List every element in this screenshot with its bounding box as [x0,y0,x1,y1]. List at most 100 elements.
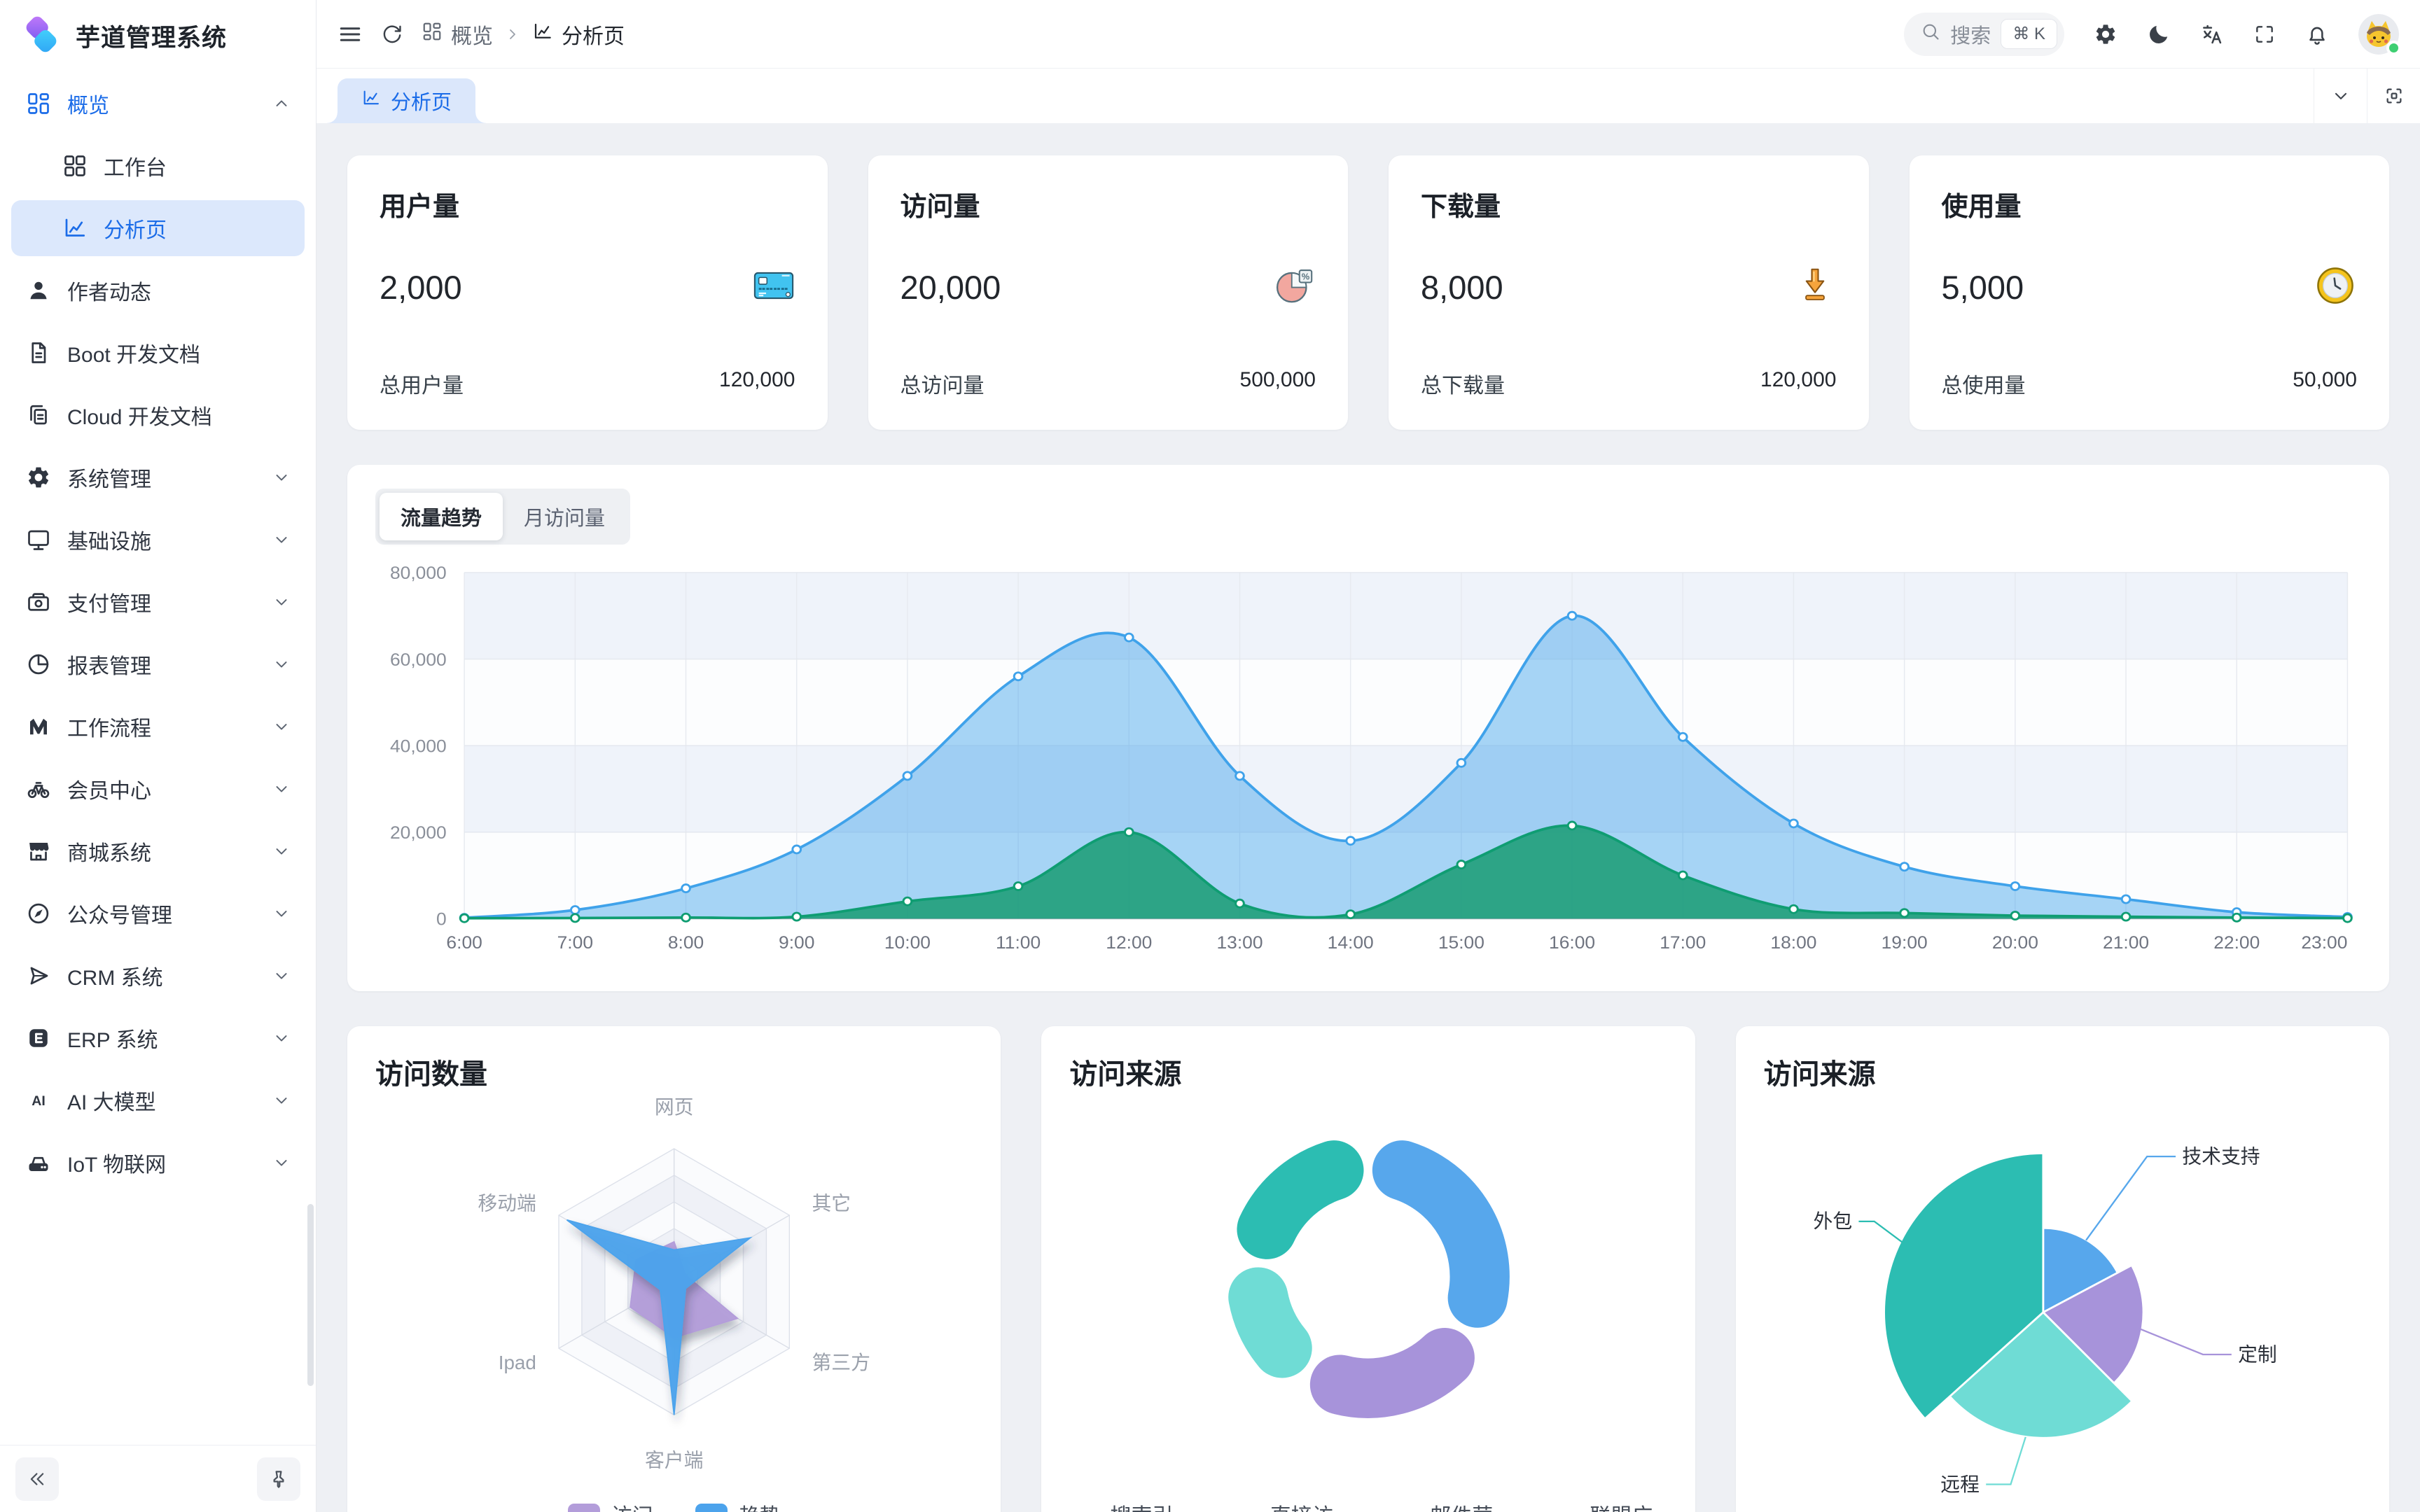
svg-text:10:00: 10:00 [884,934,931,953]
visit-source-donut-title: 访问来源 [1069,1059,1182,1090]
tabs-dropdown-button[interactable] [2314,69,2367,123]
compass-icon [25,900,52,927]
sidebar-pin-button[interactable] [257,1457,300,1501]
visit-source-rose-title: 访问来源 [1763,1059,1876,1090]
svg-text:18:00: 18:00 [1770,934,1816,953]
svg-text:客户端: 客户端 [645,1449,703,1471]
sidebar-item-分析页[interactable]: 分析页 [11,200,305,256]
settings-gear-button[interactable] [2094,22,2118,46]
clock-icon [2314,264,2357,311]
sidebar-item-概览[interactable]: 概览 [11,76,305,132]
sidebar-footer [0,1445,316,1512]
search-placeholder: 搜索 [1950,24,1991,48]
sidebar-item-label: IoT 物联网 [67,1154,167,1177]
sidebar-item-label: 会员中心 [67,780,151,803]
breadcrumb-overview-label: 概览 [451,24,493,48]
sidebar-item-label: 支付管理 [67,593,151,616]
report-icon [25,651,52,678]
chevron-down-icon [272,1091,291,1110]
stat-card-访问量: 访问量 20,000% 总访问量 500,000 [868,155,1348,430]
tab-monthly-visits[interactable]: 月访问量 [524,507,606,530]
sidebar: 芋道管理系统 概览工作台分析页作者动态 Boot 开发文档 Cloud 开发文档系统… [0,0,317,1512]
sidebar-item-Boot-开发文档[interactable]: Boot 开发文档 [11,325,305,381]
stat-card-value: 8,000 [1421,269,1503,306]
hamburger-menu-button[interactable] [338,22,363,47]
content-maximize-button[interactable] [2367,69,2420,123]
user-icon [25,277,52,304]
sidebar-item-工作流程[interactable]: 工作流程 [11,699,305,755]
search-input[interactable]: 搜索 ⌘ K [1904,12,2064,56]
sidebar-item-会员中心[interactable]: 会员中心 [11,761,305,817]
sidebar-scrollbar[interactable] [307,1204,314,1386]
legend-item-趋势[interactable]: 趋势 [695,1499,781,1512]
sidebar-item-label: 概览 [67,94,109,118]
sidebar-item-ERP-系统[interactable]: ERP 系统 [11,1010,305,1066]
tab-analytics[interactable]: 分析页 [326,78,487,123]
sidebar-item-公众号管理[interactable]: 公众号管理 [11,886,305,941]
svg-text:14:00: 14:00 [1328,934,1374,953]
download-icon [1793,264,1837,311]
sidebar-collapse-button[interactable] [15,1457,59,1501]
sidebar-item-商城系统[interactable]: 商城系统 [11,823,305,879]
ai-icon: AI [25,1087,52,1114]
svg-text:23:00: 23:00 [2301,934,2347,953]
legend-item-访问[interactable]: 访问 [567,1499,653,1512]
stat-footer-label: 总用户量 [380,374,464,398]
sidebar-item-基础设施[interactable]: 基础设施 [11,512,305,568]
fullscreen-button[interactable] [2253,23,2276,46]
sidebar-item-label: 基础设施 [67,531,151,554]
sidebar-item-系统管理[interactable]: 系统管理 [11,449,305,505]
sidebar-item-作者动态[interactable]: 作者动态 [11,262,305,318]
tab-controls [2314,69,2420,123]
refresh-button[interactable] [381,23,403,46]
sidebar-item-IoT-物联网[interactable]: IoT 物联网 [11,1135,305,1191]
user-avatar[interactable] [2358,13,2401,55]
sidebar-item-label: 作者动态 [67,281,151,304]
svg-text:19:00: 19:00 [1882,934,1928,953]
sidebar-item-Cloud-开发文档[interactable]: Cloud 开发文档 [11,387,305,443]
main-area: 概览 分析页 搜索 ⌘ K [317,0,2420,1512]
sidebar-item-报表管理[interactable]: 报表管理 [11,636,305,692]
chevron-down-icon [272,842,291,860]
svg-text:11:00: 11:00 [996,934,1041,953]
svg-text:%: % [1302,272,1310,282]
svg-text:移动端: 移动端 [478,1193,536,1214]
tab-traffic-trend[interactable]: 流量趋势 [380,493,503,540]
sidebar-item-支付管理[interactable]: 支付管理 [11,574,305,630]
legend-label: 搜索引擎 [1111,1499,1188,1512]
traffic-trend-card: 流量趋势 月访问量 0 20,000 40,000 60,000 80,000 6:00 7… [347,465,2389,991]
chevron-down-icon [272,593,291,611]
mall-icon [25,838,52,864]
iot-icon [25,1149,52,1176]
notifications-bell-button[interactable] [2305,22,2329,46]
svg-text:21:00: 21:00 [2103,934,2149,953]
legend-label: 访问 [611,1499,653,1512]
svg-text:AI: AI [32,1093,46,1109]
svg-text:网页: 网页 [655,1096,694,1118]
chevron-up-icon [272,94,291,113]
breadcrumb-overview[interactable]: 概览 [422,19,493,50]
dark-mode-toggle-button[interactable] [2147,22,2171,46]
sidebar-item-CRM-系统[interactable]: CRM 系统 [11,948,305,1004]
sidebar-item-label: ERP 系统 [67,1029,158,1052]
sidebar-item-label: 系统管理 [67,468,151,491]
stat-card-title: 使用量 [1941,192,2022,222]
language-translate-button[interactable] [2200,22,2224,46]
legend-item-邮件营销[interactable]: 邮件营销 [1389,1499,1507,1512]
legend-item-直接访问[interactable]: 直接访问 [1230,1499,1347,1512]
sidebar-item-工作台[interactable]: 工作台 [11,138,305,194]
svg-text:外包: 外包 [1813,1210,1852,1232]
documents-icon [25,402,52,428]
legend-item-搜索引擎[interactable]: 搜索引擎 [1069,1499,1187,1512]
breadcrumb-analytics-label: 分析页 [562,24,625,48]
monitor-icon [25,526,52,553]
app-logo[interactable]: 芋道管理系统 [0,0,316,71]
legend-item-联盟广告[interactable]: 联盟广告 [1549,1499,1667,1512]
stat-card-value: 2,000 [380,269,462,306]
svg-text:8:00: 8:00 [668,934,704,953]
sidebar-item-AI-大模型[interactable]: AI AI 大模型 [11,1072,305,1128]
breadcrumb-analytics[interactable]: 分析页 [532,19,625,50]
